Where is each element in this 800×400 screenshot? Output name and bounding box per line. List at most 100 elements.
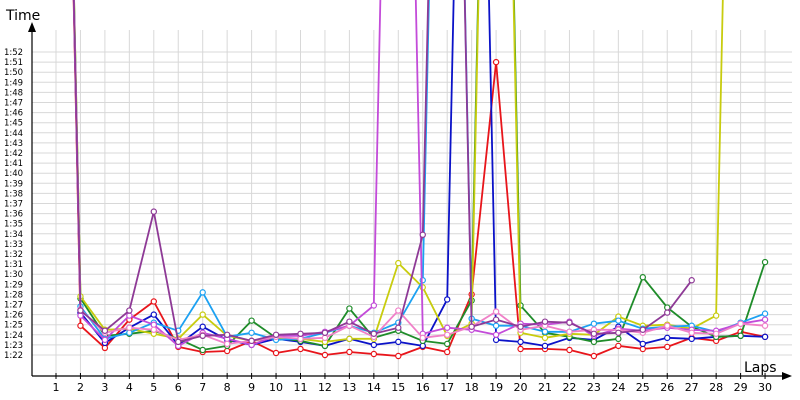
data-point [346,348,353,356]
data-point [370,330,378,337]
x-tick-label: 27 [685,381,699,394]
x-tick-label: 7 [199,381,206,394]
data-point [101,344,109,352]
y-tick-label: 1:24 [4,331,23,341]
data-point [590,338,598,346]
data-point [492,331,500,338]
data-point [297,330,304,337]
y-tick-label: 1:49 [4,78,23,88]
x-tick-label: 22 [562,381,576,394]
y-tick-label: 1:42 [4,149,23,159]
series-line [72,0,766,347]
data-point [223,347,231,355]
y-axis-arrow [28,22,36,32]
y-tick-label: 1:52 [4,48,23,58]
data-point [541,334,549,342]
x-tick-label: 26 [660,381,674,394]
y-tick-label: 1:27 [4,301,23,311]
data-point [761,316,769,323]
data-point [419,231,426,239]
data-point [590,352,598,360]
data-point [248,317,255,324]
data-point [370,350,378,358]
data-point [639,274,647,281]
data-point [346,335,353,343]
y-tick-label: 1:44 [4,129,23,139]
data-point [566,346,573,354]
data-point [101,327,109,334]
x-tick-label: 17 [440,381,454,394]
data-point [248,329,255,336]
y-axis-title: Time [5,8,40,24]
x-tick-label: 19 [489,381,503,394]
y-tick-label: 1:45 [4,119,23,129]
series [73,0,769,344]
x-tick-label: 9 [248,381,255,394]
y-tick-label: 1:38 [4,189,23,199]
x-axis-title: Laps [744,360,777,376]
y-tick-label: 1:43 [4,139,23,149]
x-tick-label: 10 [269,381,283,394]
y-tick-label: 1:39 [4,179,23,189]
y-tick-label: 1:25 [4,321,23,331]
data-point [468,323,475,330]
data-point [664,322,671,329]
data-point [664,334,671,342]
data-point [126,324,133,331]
data-point [126,312,133,319]
x-tick-label: 23 [587,381,601,394]
data-point [150,298,157,305]
data-point [541,328,549,335]
data-point [492,58,500,66]
series [72,0,695,346]
data-point [541,342,549,350]
data-point [321,329,329,336]
data-point [615,329,622,336]
data-point [272,331,280,338]
data-point [517,323,524,330]
data-point [688,329,695,336]
data-point [444,340,451,348]
y-tick-label: 1:32 [4,250,23,260]
data-point [492,316,500,323]
data-point [737,332,744,340]
data-point [712,312,720,319]
series-line [72,0,766,345]
data-point [615,317,622,324]
data-point [223,340,231,348]
y-tick-label: 1:48 [4,88,23,98]
y-tick-labels: 1:221:231:241:251:261:271:281:291:301:31… [4,48,23,361]
data-point [321,351,329,359]
data-point [737,320,744,327]
x-tick-label: 14 [367,381,381,394]
data-point [761,333,769,341]
y-tick-label: 1:33 [4,240,23,250]
data-point [199,289,206,296]
series-line [73,0,724,343]
y-tick-label: 1:51 [4,58,23,68]
data-point [688,335,695,343]
data-point [126,329,133,336]
data-point [444,331,451,338]
data-point [492,322,500,329]
x-tick-label: 24 [611,381,625,394]
data-point [395,307,402,314]
data-point [199,323,206,330]
x-tick-labels: 1 2 3 4 5 6 7 8 9 10 11 12 13 14 15 16 17 18 19 20 21 22 23 24 2… [53,381,773,394]
data-point [248,337,255,345]
data-point [639,340,647,348]
data-point [101,336,109,344]
data-point [492,308,500,315]
data-point [517,338,524,346]
y-tick-label: 1:36 [4,210,23,220]
data-point [419,334,426,342]
data-point [664,309,671,316]
x-tick-label: 8 [224,381,231,394]
x-tick-label: 25 [636,381,650,394]
data-point [223,331,231,338]
y-tick-label: 1:40 [4,169,23,179]
x-tick-label: 5 [150,381,157,394]
data-point [370,341,378,349]
data-point [77,307,84,314]
